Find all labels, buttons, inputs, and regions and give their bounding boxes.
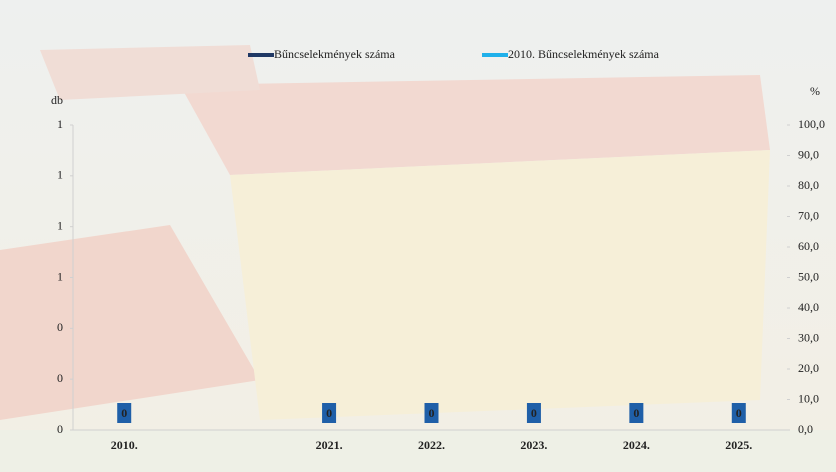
y-axis-title: db [51,93,63,107]
data-label: 0 [531,406,537,420]
y-tick-label: 1 [57,269,63,283]
y-tick-label: 1 [57,168,63,182]
y2-tick-label: 30,0 [798,330,819,344]
y-tick-label: 1 [57,218,63,232]
legend-swatch [248,53,274,57]
legend-swatch [482,53,508,57]
y-tick-label: 0 [57,371,63,385]
chart: Bűncselekmények száma 2010. Bűncselekmény… [0,0,836,472]
data-label: 0 [326,406,332,420]
y-tick-label: 0 [57,422,63,436]
x-tick-label: 2021. [316,438,343,452]
y-tick-label: 1 [57,117,63,131]
data-label: 0 [429,406,435,420]
x-tick-label: 2023. [520,438,547,452]
y2-tick-label: 0,0 [798,422,813,436]
y2-tick-label: 80,0 [798,178,819,192]
y2-tick-label: 100,0 [798,117,825,131]
data-label: 0 [121,406,127,420]
y2-tick-label: 90,0 [798,147,819,161]
page: {"chart_data": {"type": "bar", "categori… [0,0,836,472]
legend-label: 2010. Bűncselekmények száma [508,47,660,61]
x-tick-label: 2025. [725,438,752,452]
x-tick-label: 2022. [418,438,445,452]
y2-tick-label: 70,0 [798,208,819,222]
y2-axis-title: % [810,84,820,98]
building [230,150,770,420]
y2-tick-label: 60,0 [798,239,819,253]
data-label: 0 [736,406,742,420]
x-tick-label: 2024. [623,438,650,452]
y-tick-label: 0 [57,320,63,334]
y2-tick-label: 20,0 [798,361,819,375]
y2-tick-label: 40,0 [798,300,819,314]
legend-label: Bűncselekmények száma [274,47,396,61]
y2-tick-label: 50,0 [798,269,819,283]
y2-tick-label: 10,0 [798,391,819,405]
data-label: 0 [633,406,639,420]
x-tick-label: 2010. [111,438,138,452]
